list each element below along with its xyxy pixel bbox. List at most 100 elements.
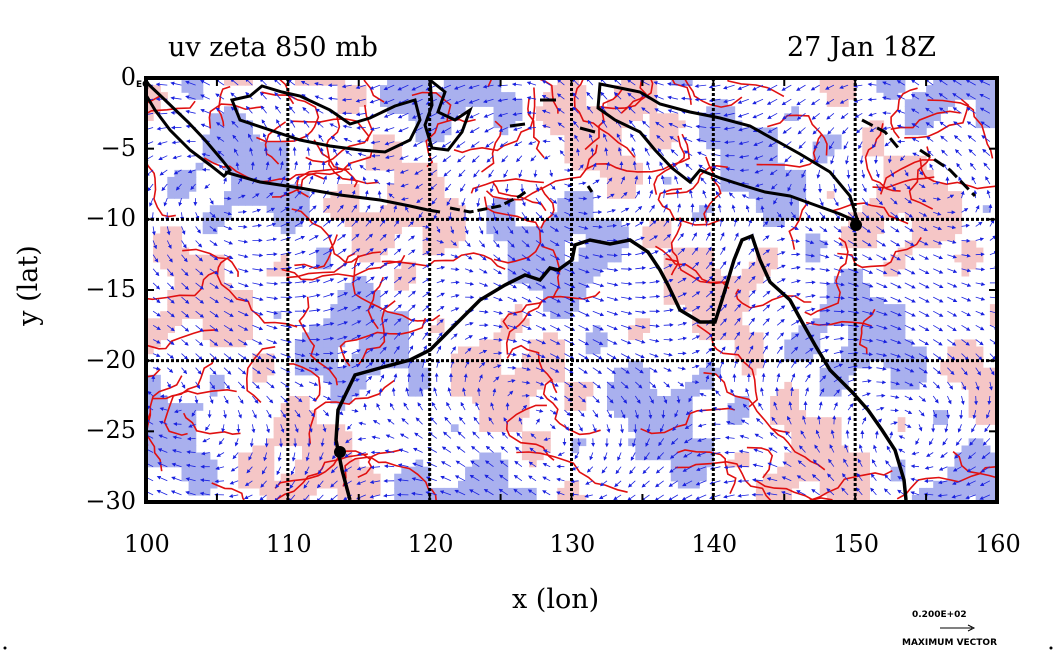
vorticity-cell	[911, 99, 920, 107]
vorticity-cell	[890, 85, 899, 93]
vorticity-cell	[365, 282, 374, 291]
vorticity-cell	[791, 424, 799, 432]
vorticity-cell	[791, 431, 799, 439]
vorticity-cell	[904, 120, 913, 129]
wind-vector	[223, 282, 234, 288]
vorticity-cell	[252, 374, 261, 383]
vorticity-cell	[819, 134, 828, 143]
wind-vector	[170, 81, 182, 86]
vorticity-contour	[506, 344, 558, 394]
vorticity-cell	[458, 78, 466, 86]
vorticity-cell	[209, 466, 218, 475]
vorticity-cell	[919, 360, 927, 369]
wind-vector	[181, 240, 187, 249]
vorticity-cell	[195, 290, 204, 298]
vorticity-cell	[982, 85, 991, 93]
vorticity-cell	[259, 141, 268, 150]
wind-vector	[158, 155, 168, 161]
vorticity-cell	[394, 78, 402, 86]
vorticity-cell	[231, 290, 239, 298]
vorticity-cell	[911, 169, 920, 178]
vorticity-cell	[833, 141, 842, 150]
vorticity-cell	[472, 360, 480, 369]
vorticity-cell	[188, 275, 197, 284]
vorticity-contour	[453, 87, 536, 154]
vorticity-cell	[890, 360, 899, 369]
vorticity-cell	[344, 99, 353, 107]
vorticity-cell	[947, 226, 956, 235]
vorticity-cell	[146, 396, 154, 404]
vorticity-cell	[699, 268, 707, 277]
vorticity-cell	[670, 282, 679, 291]
vorticity-cell	[770, 410, 778, 418]
vorticity-cell	[628, 162, 636, 171]
wind-vector	[156, 475, 168, 482]
vorticity-cell	[401, 311, 409, 319]
vorticity-cell	[465, 480, 473, 489]
vorticity-cell	[330, 339, 339, 348]
wind-vector	[171, 462, 182, 468]
x-tick-label: 110	[265, 530, 312, 558]
vorticity-cell	[656, 141, 665, 150]
vorticity-contour	[676, 449, 737, 495]
vorticity-contour	[864, 123, 901, 192]
vorticity-cell	[904, 99, 913, 107]
vorticity-cell	[649, 92, 658, 100]
wind-vector	[170, 490, 182, 496]
vorticity-cell	[571, 268, 580, 277]
vorticity-cell	[153, 417, 161, 425]
vorticity-cell	[904, 127, 913, 136]
vorticity-cell	[564, 99, 573, 107]
vorticity-cell	[621, 155, 629, 164]
vorticity-cell	[848, 339, 856, 348]
vorticity-cell	[415, 381, 424, 390]
vorticity-cell	[968, 374, 977, 383]
wind-vector	[195, 268, 204, 276]
vorticity-cell	[146, 424, 154, 432]
vorticity-cell	[649, 141, 658, 150]
vorticity-cell	[720, 325, 729, 333]
vorticity-cell	[841, 290, 849, 298]
vorticity-cell	[415, 219, 424, 227]
wind-vector	[218, 438, 225, 446]
vorticity-cell	[479, 99, 487, 107]
vorticity-cell	[387, 162, 395, 171]
vorticity-cell	[677, 388, 686, 397]
vorticity-cell	[330, 311, 339, 319]
vorticity-cell	[833, 431, 842, 439]
wind-vector	[619, 161, 624, 170]
vorticity-cell	[564, 304, 573, 312]
vorticity-cell	[734, 325, 743, 333]
wind-vector	[238, 209, 247, 214]
vorticity-cell	[989, 494, 997, 502]
vorticity-cell	[663, 268, 672, 277]
vorticity-cell	[316, 473, 324, 482]
vorticity-cell	[202, 261, 211, 270]
vorticity-cell	[493, 78, 502, 86]
vorticity-cell	[429, 191, 438, 199]
vorticity-cell	[677, 275, 686, 284]
x-tick-label: 150	[833, 530, 879, 558]
vorticity-cell	[280, 494, 289, 502]
vorticity-cell	[848, 459, 856, 468]
vorticity-cell	[798, 325, 807, 333]
vorticity-cell	[415, 198, 424, 206]
vorticity-cell	[855, 487, 863, 496]
vorticity-cell	[599, 134, 608, 143]
vorticity-cell	[989, 318, 997, 326]
vorticity-cell	[663, 113, 672, 121]
vorticity-cell	[876, 311, 885, 319]
vorticity-cell	[500, 473, 509, 482]
vorticity-cell	[167, 438, 175, 447]
wind-vector	[152, 339, 161, 344]
vorticity-cell	[429, 240, 438, 249]
vorticity-cell	[500, 205, 509, 213]
vorticity-cell	[564, 198, 573, 206]
vorticity-cell	[351, 205, 360, 213]
vorticity-cell	[493, 494, 502, 502]
wind-vector	[166, 268, 174, 277]
vorticity-cell	[564, 261, 573, 270]
vorticity-cell	[989, 473, 997, 482]
vorticity-cell	[521, 261, 530, 270]
